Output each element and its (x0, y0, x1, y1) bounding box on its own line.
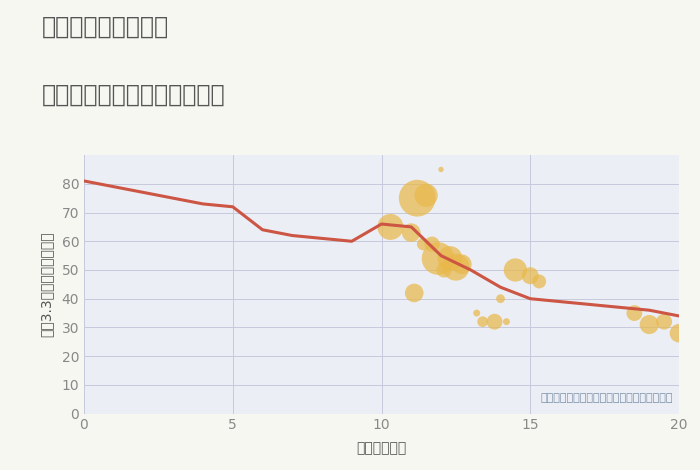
Point (450, 263, 461, 271)
Point (477, 318, 489, 325)
Point (510, 266, 521, 274)
Point (456, 260, 468, 268)
Point (659, 318, 670, 325)
Point (673, 329, 685, 337)
Point (644, 321, 655, 329)
Point (501, 318, 512, 325)
Text: 円の大きさは、取引のあった物件面積を示す: 円の大きさは、取引のあった物件面積を示す (540, 393, 673, 403)
Point (409, 289, 420, 297)
X-axis label: 駅距離（分）: 駅距離（分） (356, 441, 407, 455)
Point (417, 240, 428, 248)
Text: 千葉県富里市中沢の: 千葉県富里市中沢の (42, 15, 169, 39)
Point (438, 266, 449, 274)
Point (525, 272, 536, 280)
Point (444, 255, 456, 262)
Point (435, 166, 447, 173)
Point (495, 295, 506, 303)
Point (629, 309, 640, 317)
Text: 駅距離別中古マンション価格: 駅距離別中古マンション価格 (42, 83, 225, 107)
Point (412, 195, 423, 202)
Point (385, 223, 396, 231)
Y-axis label: 坪（3.3㎡）単価（万円）: 坪（3.3㎡）単価（万円） (39, 232, 53, 337)
Point (426, 240, 438, 248)
Point (406, 229, 417, 236)
Point (433, 255, 444, 262)
Point (421, 192, 432, 199)
Point (489, 318, 500, 325)
Point (471, 309, 482, 317)
Point (533, 278, 545, 285)
